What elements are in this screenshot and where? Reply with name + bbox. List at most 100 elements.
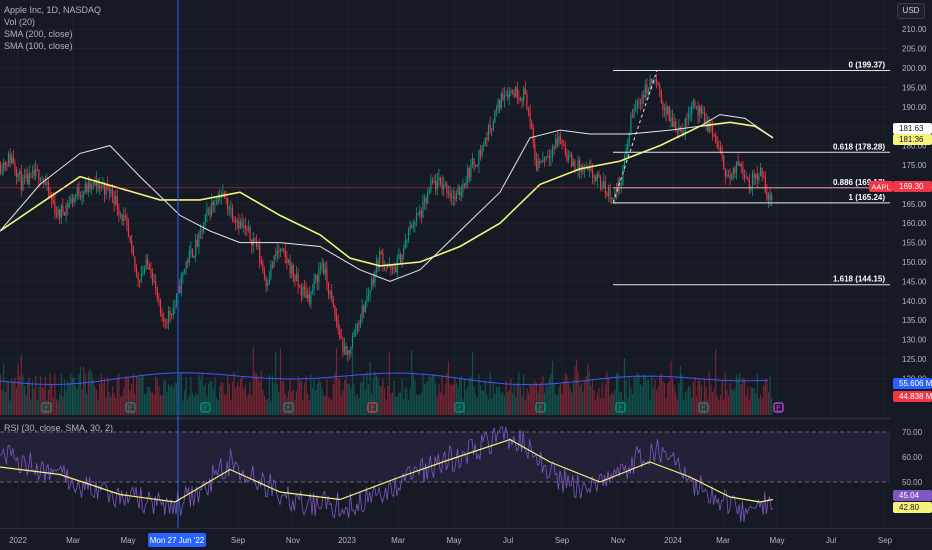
candle [89,181,91,189]
candle [566,153,568,161]
candle [763,176,765,178]
price-badge [893,123,932,134]
volume-bar [505,380,507,415]
legend-sma-200[interactable]: SMA (200, close) [4,29,73,39]
volume-bar [583,381,586,415]
candle [347,350,349,355]
candle [411,225,413,228]
legend-volume[interactable]: Vol (20) [4,17,36,27]
candle [279,249,282,252]
candle [182,271,184,276]
earnings-marker[interactable] [125,402,136,413]
candle [164,321,166,323]
candle [655,79,658,83]
volume-bar [49,373,51,415]
volume-bar [539,384,541,415]
volume-bar [375,375,378,415]
earnings-marker[interactable] [535,402,546,413]
candle [516,87,518,98]
rsi-legend[interactable]: RSI (30, close, SMA, 30, 2) [4,423,114,433]
candle [137,273,139,280]
candle [428,190,430,193]
volume-bar [95,390,98,415]
volume-bar [710,384,712,415]
rsi-line[interactable] [0,426,774,523]
volume-bar [39,376,42,415]
volume-bar [550,373,552,415]
earnings-marker[interactable] [200,402,211,413]
time-axis[interactable]: 2022 Mar May Sep Nov 2023 Mar May Jul Sep Nov 2024 M… [0,528,932,550]
candle [665,107,667,114]
candle [353,331,355,336]
volume-bar [199,379,202,415]
volume-bar [244,384,246,415]
candle [14,163,16,170]
rsi-sma-line[interactable] [0,438,774,503]
candle [603,181,605,188]
volume-bar [559,384,562,415]
volume-bar [412,373,414,415]
volume-bar [745,395,747,415]
volume-bar [444,384,446,415]
volume-bar [748,399,750,415]
candle [604,181,606,194]
volume-bar [510,378,512,415]
earnings-marker[interactable] [454,402,465,413]
main-pane[interactable] [0,0,890,418]
price-badge-label: 55.606 M [899,379,932,388]
crosshair-time-badge [148,533,206,547]
legend-sma-100[interactable]: SMA (100, close) [4,41,73,51]
volume-bar [681,374,683,415]
volume-bar [340,394,342,415]
candle [215,204,218,206]
candle [724,169,726,177]
volume-bar [233,372,235,415]
volume-bar [391,392,394,415]
ticker-tag-label: AAPL [871,183,890,192]
candle [75,194,77,198]
volume-bar [57,400,59,415]
earnings-marker[interactable] [773,402,784,413]
candle [764,177,766,192]
volume-bar [51,383,53,415]
earnings-marker[interactable] [41,402,52,413]
candle [311,290,314,292]
candle [57,209,59,216]
candle [364,301,366,313]
volume-bar [723,399,725,415]
candle [537,161,539,170]
candle [697,105,699,116]
earnings-marker[interactable] [615,402,626,413]
time-tick-label: Jul [503,536,513,545]
sma-200-line[interactable] [0,121,774,267]
candle [39,180,42,181]
volume-bar [155,375,157,415]
volume-bar [268,374,270,415]
candle [396,258,398,273]
fib-level-label: 1.618 (144.15) [833,275,885,284]
sma-100-line[interactable] [0,114,774,282]
price-tick-label: 175.00 [902,161,927,170]
earnings-marker[interactable] [698,402,709,413]
candle [371,278,373,290]
volume-bar [503,396,506,415]
volume-bar [286,397,288,415]
volume-bar [628,375,630,415]
volume-bar [211,380,213,415]
volume-bar [558,386,560,415]
earnings-marker[interactable] [283,402,294,413]
candle [63,212,66,216]
candle [116,196,118,210]
volume-bar [735,374,738,415]
candle [52,199,54,204]
currency-button[interactable]: USD [897,3,925,19]
candle [161,313,163,317]
candle [238,221,240,229]
price-axis[interactable]: 210.00205.00200.00195.00190.00185.00180.… [890,0,932,528]
candle [292,264,294,277]
volume-series[interactable] [0,346,773,415]
candle [463,184,466,186]
earnings-marker[interactable] [367,402,378,413]
